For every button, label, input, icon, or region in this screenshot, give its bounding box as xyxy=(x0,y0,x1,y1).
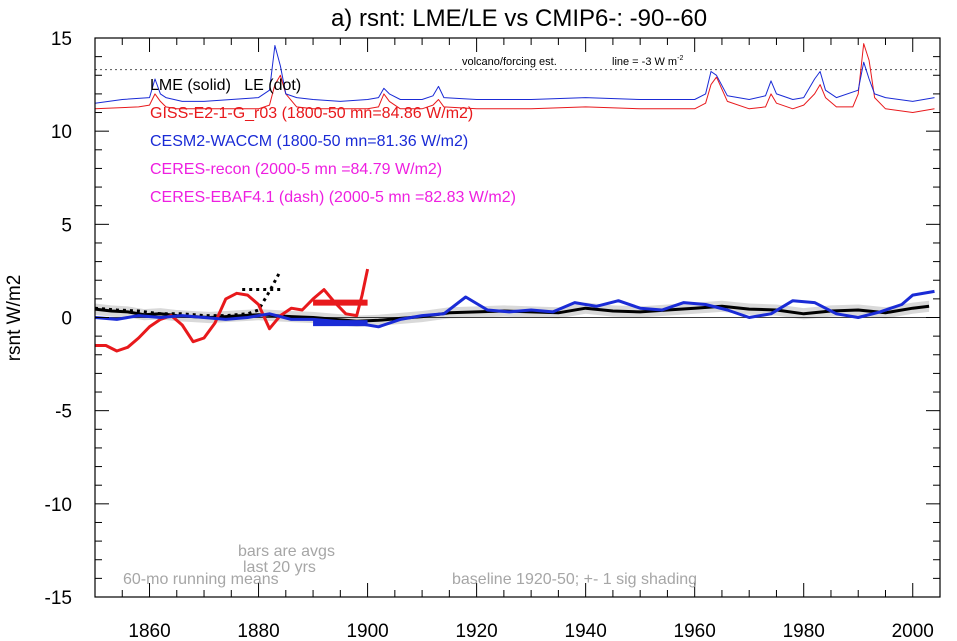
annotation-bars-1: bars are avgs xyxy=(238,543,335,560)
legend-entry-ceres-recon: CERES-recon (2000-5 mn =84.79 W/m2) xyxy=(150,161,442,178)
y-tick-label: 0 xyxy=(61,309,72,330)
annotation-volcano: volcano/forcing est. xyxy=(462,56,557,68)
legend-header: LME (solid) LE (dot) xyxy=(150,77,301,94)
annotation-running-means: 60-mo running means xyxy=(123,571,279,588)
x-tick-label: 1880 xyxy=(237,621,279,641)
legend-entry-giss: GISS-E2-1-G_r03 (1800-50 mn=84.86 W/m2) xyxy=(150,105,473,122)
annotation-bars-2: last 20 yrs xyxy=(243,559,316,576)
y-tick-label: 5 xyxy=(61,215,72,236)
annotation-line-label: line = -3 W m-2 xyxy=(612,55,683,68)
series-line-2 xyxy=(95,268,370,353)
y-tick-label: 10 xyxy=(51,122,72,143)
chart-title: a) rsnt: LME/LE vs CMIP6-: -90--60 xyxy=(331,5,707,32)
series-line-4 xyxy=(94,43,935,113)
annotation-line-sup: -2 xyxy=(677,55,683,62)
x-tick-label: 1940 xyxy=(565,621,607,641)
series-line-5 xyxy=(94,45,935,104)
axes xyxy=(94,37,941,598)
x-tick-label: 1960 xyxy=(674,621,716,641)
y-tick-label: -10 xyxy=(45,495,72,516)
annotation-line-text: line = -3 W m xyxy=(612,56,677,68)
tick-labels: 1860 1880 1900 1920 1940 1960 1980 2000 15 10 5 0 -5… xyxy=(45,29,934,641)
y-axis-label: rsnt W/m2 xyxy=(4,275,25,362)
legend-entry-ceres-ebaf: CERES-EBAF4.1 (dash) (2000-5 mn =82.83 W… xyxy=(150,189,516,206)
legend-entry-cesm2: CESM2-WACCM (1800-50 mn=81.36 W/m2) xyxy=(150,133,468,150)
x-tick-label: 2000 xyxy=(892,621,934,641)
legend: LME (solid) LE (dot) GISS-E2-1-G_r03 (18… xyxy=(150,77,516,206)
x-tick-label: 1860 xyxy=(128,621,170,641)
x-tick-label: 1980 xyxy=(783,621,825,641)
x-tick-label: 1920 xyxy=(455,621,497,641)
y-tick-label: -15 xyxy=(45,588,72,609)
average-bars xyxy=(242,288,368,327)
series-line-3 xyxy=(94,289,935,329)
y-tick-label: -5 xyxy=(55,402,72,423)
annotation-baseline: baseline 1920-50; +- 1 sig shading xyxy=(452,571,697,588)
y-tick-label: 15 xyxy=(51,29,72,50)
series-line-1 xyxy=(94,270,282,318)
x-tick-label: 1900 xyxy=(346,621,388,641)
series-lines xyxy=(94,43,935,353)
